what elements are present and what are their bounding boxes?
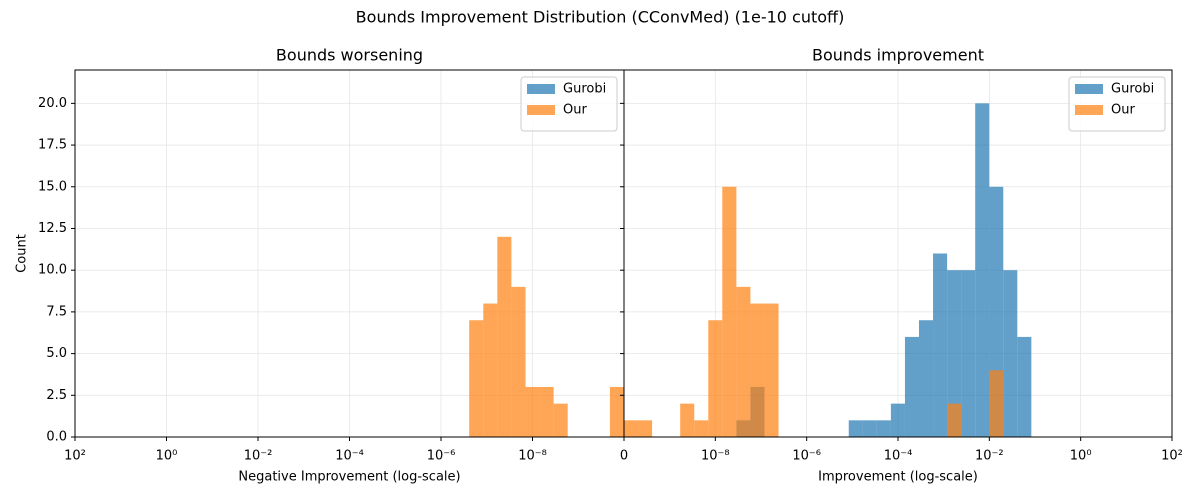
histogram-bar (1003, 270, 1018, 437)
histogram-bar (638, 420, 653, 437)
histogram-bar (497, 236, 512, 437)
y-axis-label: Count (15, 234, 30, 273)
histogram-bar (933, 253, 948, 437)
histogram-bar (553, 403, 568, 437)
histogram-bar (947, 403, 962, 437)
y-tick-label: 0.0 (46, 430, 67, 445)
x-tick-label: 10⁻² (975, 449, 1004, 464)
legend-swatch (1075, 84, 1103, 94)
histogram-bar (750, 303, 765, 437)
x-tick-label: 10⁻⁸ (518, 449, 547, 464)
legend-label: Gurobi (563, 82, 606, 97)
y-tick-label: 20.0 (38, 96, 67, 111)
histogram-bar (904, 336, 919, 437)
x-tick-label: 10⁻⁸ (701, 449, 730, 464)
histogram-bar (525, 386, 540, 437)
histogram-bar (918, 320, 934, 437)
histogram-bar (694, 420, 709, 437)
histogram-bar (975, 103, 990, 437)
axes-title: Bounds improvement (812, 46, 984, 65)
histogram-bar (511, 286, 526, 437)
histogram-bar (539, 386, 554, 437)
histogram-bar (890, 403, 905, 437)
legend-swatch (1075, 105, 1103, 115)
histogram-bar (989, 370, 1004, 437)
legend-label: Our (1111, 103, 1135, 118)
x-tick-label: 10⁻² (244, 449, 273, 464)
x-tick-label: 10⁰ (1070, 449, 1092, 464)
y-tick-label: 15.0 (38, 179, 67, 194)
y-tick-label: 5.0 (46, 346, 67, 361)
histogram-bar (876, 420, 891, 437)
histogram-bar (609, 386, 624, 437)
figure-title: Bounds Improvement Distribution (CConvMe… (356, 8, 845, 27)
x-tick-label: 10⁻⁶ (427, 449, 456, 464)
histogram-bar (848, 420, 863, 437)
x-tick-label: 10² (1161, 449, 1183, 464)
histogram-bar (469, 320, 484, 437)
legend-swatch (527, 84, 555, 94)
y-tick-label: 7.5 (46, 304, 67, 319)
histogram-bar (862, 420, 877, 437)
x-tick-label: 10² (64, 449, 86, 464)
histogram-bar (680, 403, 695, 437)
y-tick-label: 2.5 (46, 388, 67, 403)
x-tick-label: 10⁻⁶ (792, 449, 821, 464)
histogram-bar (961, 270, 976, 437)
legend-label: Gurobi (1111, 82, 1154, 97)
histogram-bar (764, 303, 779, 437)
histogram-bar (947, 270, 962, 437)
x-tick-label: 10⁰ (156, 449, 178, 464)
histogram-bar (483, 303, 498, 437)
y-tick-label: 17.5 (38, 138, 67, 153)
histogram-bar (722, 186, 737, 437)
x-tick-label: 10⁻⁴ (884, 449, 913, 464)
x-axis-label: Negative Improvement (log-scale) (238, 470, 460, 485)
legend-swatch (527, 105, 555, 115)
histogram-bar (708, 320, 723, 437)
axes-title: Bounds worsening (276, 46, 423, 65)
legend-label: Our (563, 103, 587, 118)
histogram-bar (736, 286, 751, 437)
x-tick-label: 0 (620, 449, 628, 464)
histogram-bar (1017, 336, 1032, 437)
x-tick-label: 10⁻⁴ (335, 449, 364, 464)
y-tick-label: 10.0 (38, 263, 67, 278)
histogram-bar (624, 420, 639, 437)
x-axis-label: Improvement (log-scale) (818, 470, 978, 485)
y-tick-label: 12.5 (38, 221, 67, 236)
